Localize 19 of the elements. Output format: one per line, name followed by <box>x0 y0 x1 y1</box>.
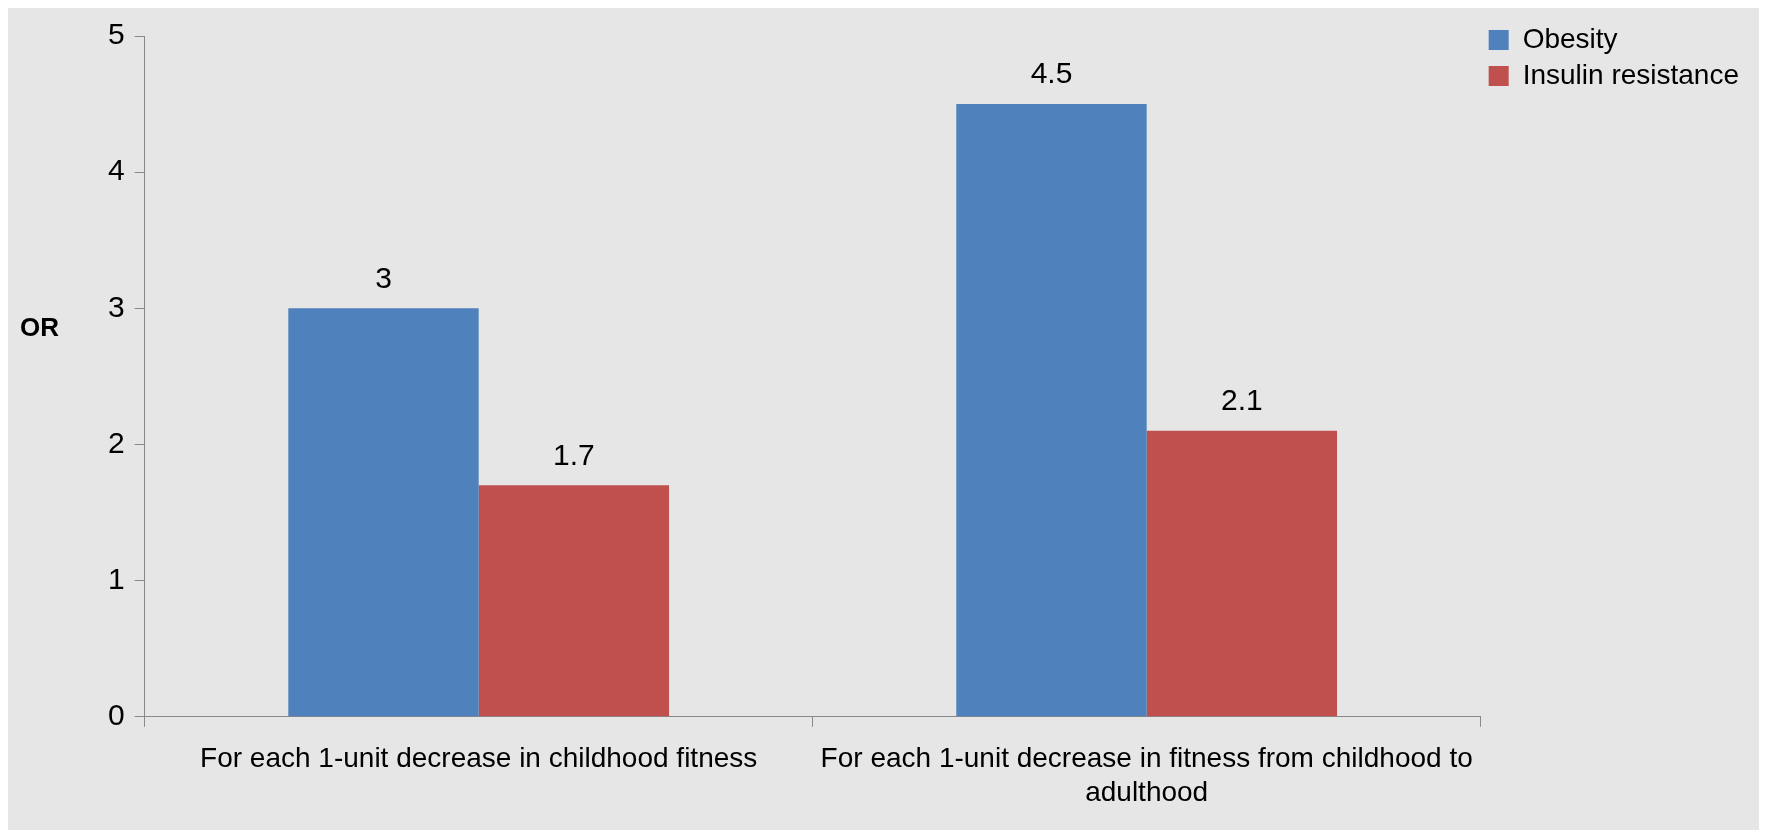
y-tick-label: 5 <box>108 17 125 51</box>
bar <box>478 485 670 717</box>
bar <box>956 104 1147 717</box>
data-label: 1.7 <box>553 437 595 471</box>
bar <box>288 308 479 717</box>
data-label: 3 <box>375 260 392 294</box>
y-tick-label: 1 <box>108 561 125 595</box>
legend-label: Obesity <box>1522 22 1618 54</box>
data-label: 4.5 <box>1030 56 1073 90</box>
y-tick-label: 0 <box>108 698 125 732</box>
y-tick-label: 4 <box>108 153 125 187</box>
y-tick-label: 3 <box>108 289 125 323</box>
x-tick-label: For each 1-unit decrease in fitness from childhood to adulthood <box>820 742 1473 807</box>
legend-label: Insulin resistance <box>1522 58 1740 90</box>
y-tick-label: 2 <box>108 425 125 459</box>
y-axis-title: OR <box>20 311 60 342</box>
data-label: 2.1 <box>1221 383 1263 417</box>
x-tick-label: For each 1-unit decrease in childhood fitness <box>200 742 758 774</box>
bar <box>1146 430 1338 717</box>
